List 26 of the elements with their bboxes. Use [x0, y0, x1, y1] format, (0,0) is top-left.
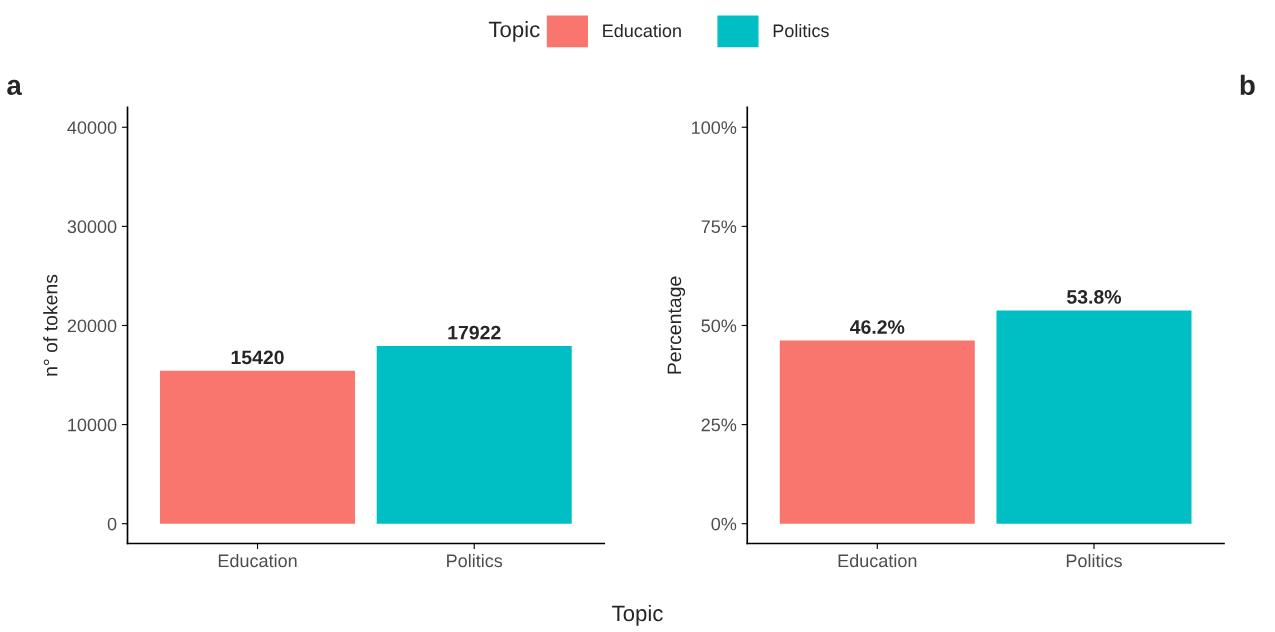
- y-tick-label: 50%: [701, 319, 737, 333]
- legend-label: Politics: [773, 23, 829, 38]
- y-tick-label: 40000: [67, 121, 117, 134]
- y-axis-title: n° of tokens: [43, 274, 58, 376]
- data-label: 15420: [231, 350, 284, 365]
- y-axis-title: Percentage: [667, 276, 686, 374]
- y-tick-label: 0: [107, 517, 117, 531]
- y-tick-label: 10000: [68, 418, 117, 432]
- y-tick-label: 0%: [711, 517, 737, 531]
- legend-label: Education: [603, 23, 681, 38]
- y-tick-label: 30000: [67, 220, 117, 234]
- x-tick-label: Education: [218, 553, 297, 568]
- legend-title: Topic: [488, 21, 540, 42]
- x-tick-label: Politics: [1066, 553, 1122, 568]
- y-tick-label: 25%: [701, 418, 737, 432]
- y-tick-label: 20000: [67, 319, 117, 333]
- x-axis-title: Topic: [612, 604, 663, 626]
- x-tick-label: Education: [838, 553, 917, 568]
- data-label: 53.8%: [1067, 290, 1122, 304]
- y-tick-label: 100%: [692, 121, 737, 134]
- text: a: [7, 79, 22, 96]
- data-label: 46.2%: [850, 320, 905, 334]
- y-tick-label: 75%: [701, 220, 737, 234]
- text: b: [1240, 74, 1255, 96]
- x-tick-label: Politics: [447, 553, 503, 568]
- data-label: 17922: [448, 325, 501, 340]
